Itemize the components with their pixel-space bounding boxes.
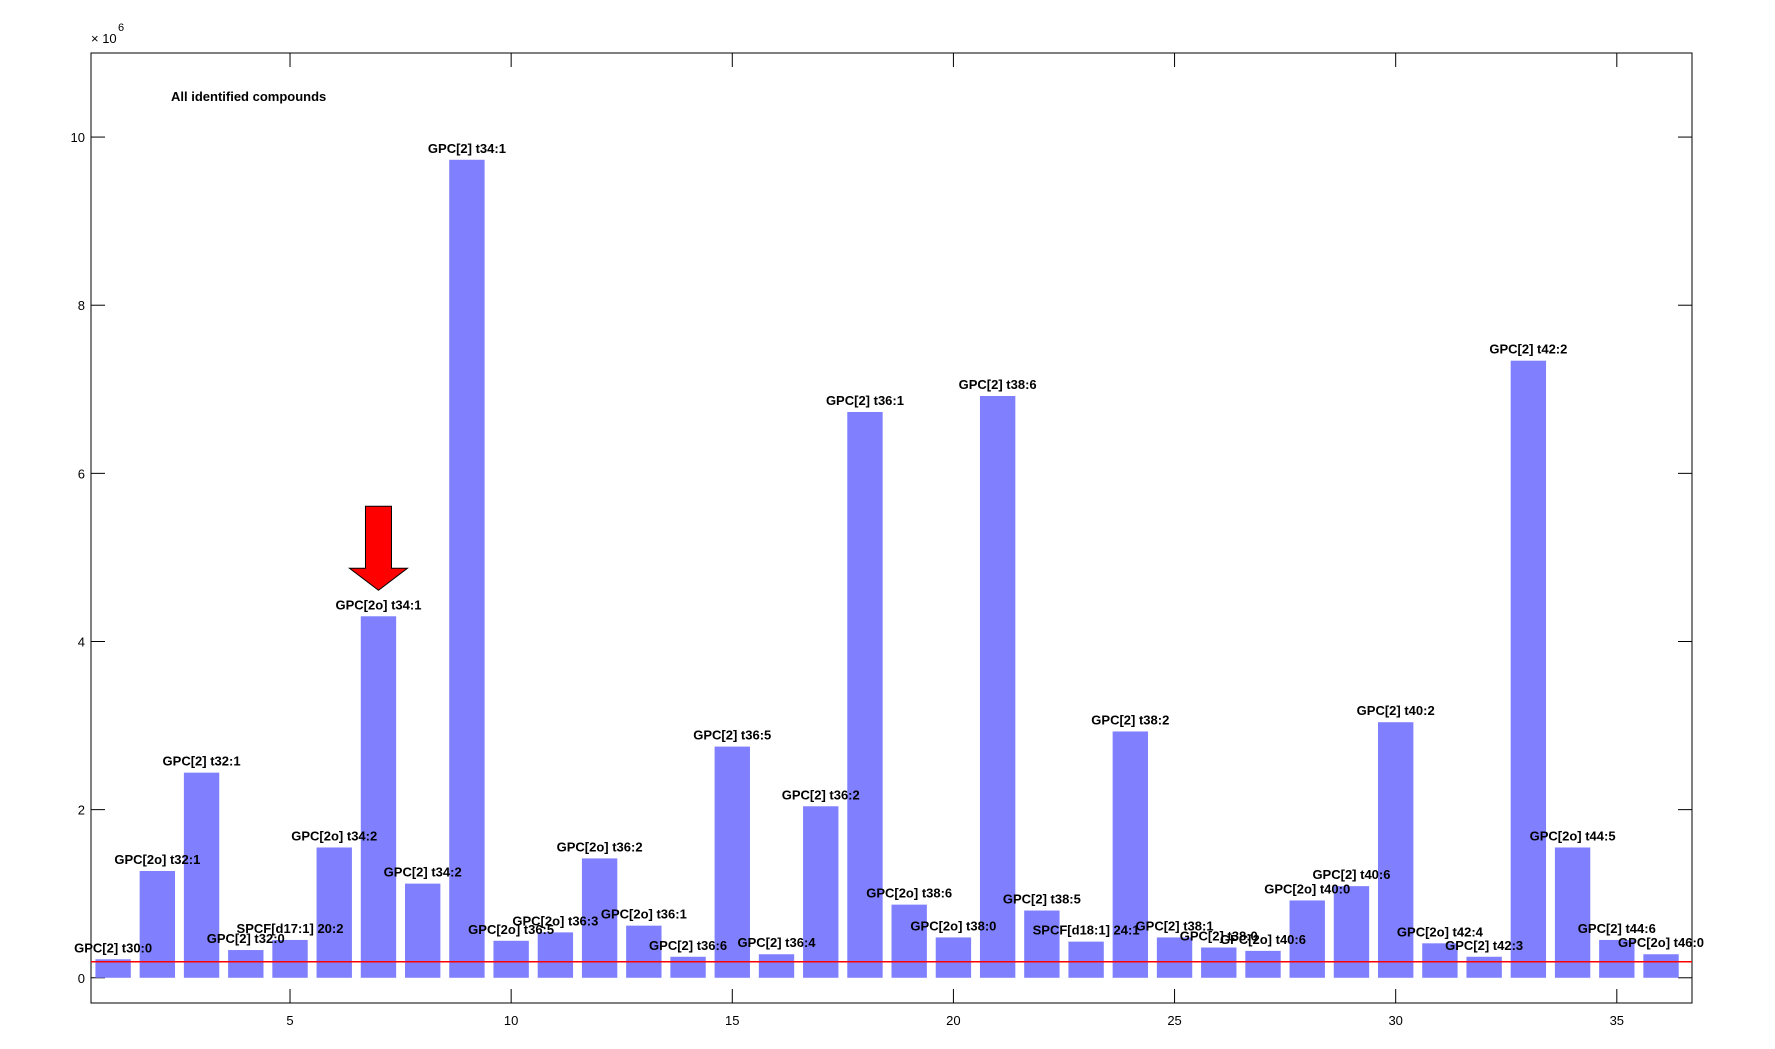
bar	[1377, 722, 1414, 978]
bar	[1024, 910, 1060, 978]
bar	[847, 411, 883, 978]
y-multiplier-base: × 10	[91, 31, 117, 46]
bar	[626, 925, 662, 978]
bar	[714, 746, 750, 978]
y-tick-label: 6	[78, 466, 85, 481]
bar-data-label: GPC[2o] t42:4	[1397, 924, 1484, 939]
bar-data-label: GPC[2] t34:2	[384, 865, 462, 880]
y-tick-label: 4	[78, 634, 85, 649]
bar	[670, 956, 706, 978]
bar	[1599, 939, 1635, 978]
x-tick-label: 30	[1388, 1013, 1402, 1028]
bar	[183, 772, 220, 978]
y-multiplier-exponent: 6	[118, 22, 124, 34]
bar-data-label: GPC[2] t36:6	[649, 938, 727, 953]
y-tick-label: 8	[78, 298, 85, 313]
bar-data-label: GPC[2o] t36:2	[557, 839, 643, 854]
bar	[1245, 950, 1281, 978]
bar	[1289, 900, 1325, 978]
bar-data-label: GPC[2o] t34:2	[291, 828, 377, 843]
highlight-arrow-icon	[347, 505, 409, 591]
bar-data-label: GPC[2o] t32:1	[114, 852, 200, 867]
bar	[272, 939, 308, 978]
bar	[979, 396, 1016, 978]
bar	[1156, 937, 1193, 978]
bar-data-label: GPC[2o] t36:3	[512, 913, 598, 928]
bar-data-label: GPC[2] t34:1	[428, 141, 506, 156]
x-tick-label: 5	[286, 1013, 293, 1028]
bar	[935, 937, 972, 978]
x-tick-label: 35	[1610, 1013, 1624, 1028]
bar	[758, 954, 795, 978]
axes-frame	[90, 52, 1693, 1004]
bar	[316, 847, 352, 978]
bar	[1510, 360, 1547, 978]
bar	[360, 616, 397, 978]
bar-data-label: GPC[2] t40:2	[1357, 703, 1435, 718]
bar-data-label: GPC[2] t40:6	[1312, 867, 1390, 882]
bar-data-label: GPC[2] t36:1	[826, 393, 904, 408]
bar-data-label: GPC[2o] t38:0	[910, 918, 996, 933]
x-tick-label: 25	[1167, 1013, 1181, 1028]
y-tick-label: 2	[78, 803, 85, 818]
bar	[1068, 941, 1104, 978]
bar	[449, 159, 485, 978]
bar-data-label: SPCF[d17:1] 20:2	[237, 921, 344, 936]
chart-annotation-title: All identified compounds	[171, 89, 326, 104]
bar	[891, 904, 927, 978]
bar-data-label: GPC[2] t42:2	[1489, 342, 1567, 357]
y-tick-label: 10	[71, 130, 85, 145]
bar	[228, 950, 264, 978]
bar-data-label: GPC[2] t36:5	[693, 728, 771, 743]
bar-data-label: GPC[2o] t44:5	[1530, 828, 1616, 843]
bar-data-label: GPC[2o] t36:5	[468, 922, 554, 937]
bar-data-label: GPC[2] t38:6	[959, 377, 1037, 392]
bar	[1422, 943, 1458, 978]
bar	[95, 959, 131, 978]
plot-area: 0 2 4 6 8 10 5 10 15 20 25 30 35 GPC[2] t30:0 GPC[2o] …	[71, 52, 1704, 1028]
bar-data-label: GPC[2o] t34:1	[335, 597, 421, 612]
bar-data-label: GPC[2o] t46:0	[1618, 935, 1704, 950]
bar-data-label: GPC[2] t36:2	[782, 787, 860, 802]
bar-data-label: GPC[2] t32:1	[163, 754, 241, 769]
bar-data-label: GPC[2] t30:0	[74, 940, 152, 955]
x-tick-label: 10	[504, 1013, 518, 1028]
bar	[1112, 731, 1149, 978]
bar	[581, 858, 618, 978]
bar	[493, 940, 529, 978]
bar	[537, 932, 574, 978]
bar-data-label: GPC[2] t32:0	[207, 931, 285, 946]
bar-data-label: GPC[2o] t40:0	[1264, 881, 1350, 896]
bar-data-label: SPCF[d18:1] 24:1	[1033, 923, 1140, 938]
bar	[803, 806, 839, 978]
bar	[1554, 847, 1591, 978]
bar	[1201, 947, 1237, 978]
bar-data-label: GPC[2o] t36:1	[601, 907, 687, 922]
bar	[1643, 954, 1679, 978]
x-tick-label: 15	[725, 1013, 739, 1028]
bar-data-label: GPC[2] t42:3	[1445, 938, 1523, 953]
bar-data-label: GPC[2] t38:5	[1003, 892, 1081, 907]
y-tick-label: 0	[78, 971, 85, 986]
bar-data-label: GPC[2] t44:6	[1578, 921, 1656, 936]
bar-data-label: GPC[2o] t40:6	[1220, 932, 1306, 947]
bar-data-label: GPC[2] t38:2	[1091, 712, 1169, 727]
bar	[1466, 956, 1502, 978]
bar-data-label: GPC[2o] t38:6	[866, 886, 952, 901]
bar	[139, 871, 176, 978]
x-tick-label: 20	[946, 1013, 960, 1028]
bar-data-label: GPC[2] t38:0	[1180, 929, 1258, 944]
bar-data-label: GPC[2] t38:1	[1136, 918, 1214, 933]
bar	[1333, 886, 1370, 978]
bar	[405, 883, 441, 978]
bar-data-label: GPC[2] t36:4	[737, 935, 816, 950]
